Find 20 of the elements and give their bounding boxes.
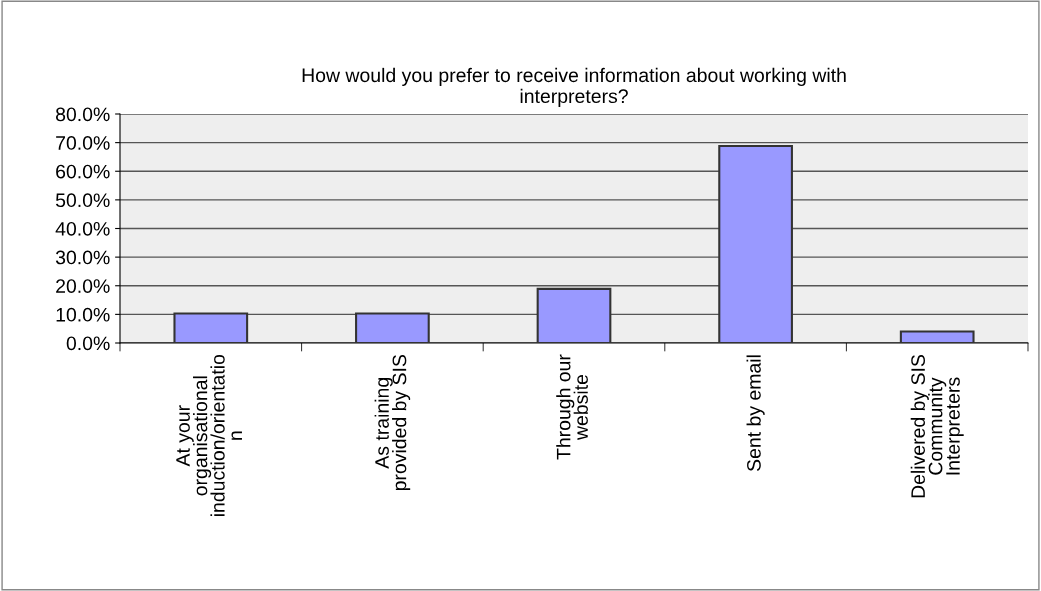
y-tick-label: 80.0% [55,107,110,122]
bar [899,330,975,343]
bar [355,312,430,343]
y-tick-label: 30.0% [55,250,110,265]
y-tick-label: 40.0% [55,221,110,236]
x-tick-label: As training provided by SIS [374,355,411,491]
y-tick-label: 0.0% [66,336,110,351]
y-tick-label: 20.0% [56,279,110,293]
x-tick-label: Delivered by SIS Community Interpreters [910,355,964,498]
y-tick-label: 50.0% [55,193,110,208]
x-tick-label: Sent by email [746,355,765,472]
y-tick-label: 10.0% [56,307,110,322]
bar [536,287,612,343]
y-tick-label: 60.0% [56,164,110,179]
y-tick-label: 70.0% [56,136,110,150]
chart-title: How would you prefer to receive information about working with interpreters? [302,67,846,107]
bar [173,312,249,343]
x-tick-label: Through our website [556,354,588,460]
x-tick-label: At your organisational induction/orientatio n [176,354,242,517]
bar [718,145,793,343]
